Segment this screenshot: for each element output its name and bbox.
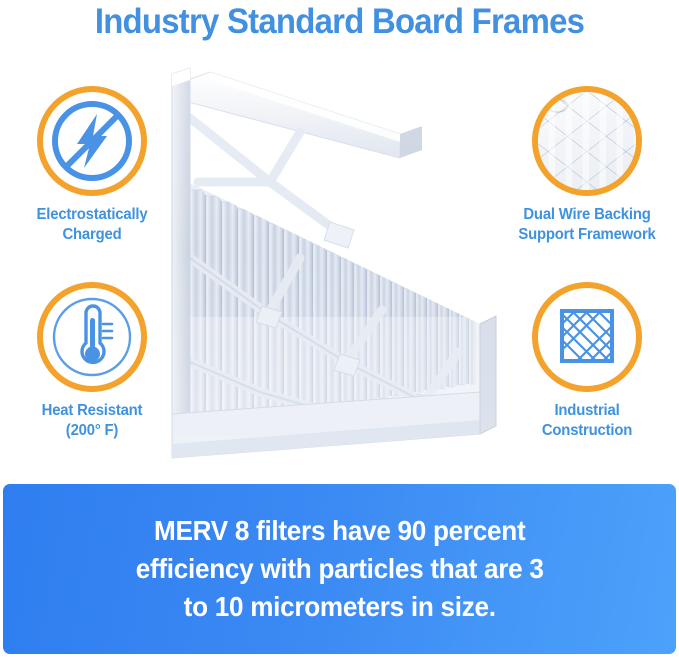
feature-dual-wire-backing: Dual Wire Backing Support Framework xyxy=(497,86,677,245)
feature-label-line-2: Construction xyxy=(541,421,633,439)
banner-line-3: to 10 micrometers in size. xyxy=(183,590,496,622)
feature-label-line-1: Industrial xyxy=(554,402,620,419)
lattice-square-icon xyxy=(560,309,614,363)
feature-label-line-1: Dual Wire Backing xyxy=(523,206,651,223)
feature-label: Industrial Construction xyxy=(501,401,674,441)
wire-mesh-photo-icon xyxy=(538,92,636,190)
merv-rating-banner: MERV 8 filters have 90 percent efficienc… xyxy=(3,484,676,654)
feature-heat-resistant: Heat Resistant (200° F) xyxy=(2,282,182,441)
feature-label-line-2: Charged xyxy=(62,225,122,243)
feature-label-line-1: Electrostatically xyxy=(36,206,148,223)
feature-label: Electrostatically Charged xyxy=(6,205,179,245)
banner-line-1: MERV 8 filters have 90 percent xyxy=(153,515,526,547)
feature-icon-ring xyxy=(37,86,147,196)
feature-label: Heat Resistant (200° F) xyxy=(6,401,179,441)
feature-electrostatically-charged: Electrostatically Charged xyxy=(2,86,182,245)
feature-label-line-1: Heat Resistant xyxy=(41,402,143,419)
banner-text: MERV 8 filters have 90 percent efficienc… xyxy=(113,512,567,625)
banner-line-2: efficiency with particles that are 3 xyxy=(135,553,544,585)
feature-label-line-2: (200° F) xyxy=(65,421,119,439)
feature-industrial-construction: Industrial Construction xyxy=(497,282,677,441)
pleated-air-filter-render xyxy=(150,62,520,472)
feature-label: Dual Wire Backing Support Framework xyxy=(501,205,674,245)
feature-label-line-2: Support Framework xyxy=(518,225,656,243)
page-title: Industry Standard Board Frames xyxy=(94,2,585,41)
thermometer-icon xyxy=(52,297,132,377)
no-static-lightning-bolt-icon xyxy=(52,101,132,181)
feature-icon-ring xyxy=(37,282,147,392)
feature-icon-ring xyxy=(532,86,642,196)
feature-icon-ring xyxy=(532,282,642,392)
